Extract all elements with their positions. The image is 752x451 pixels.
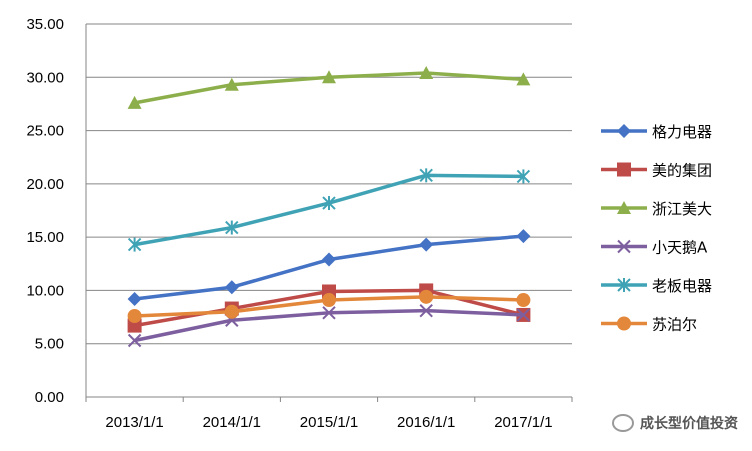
square-marker <box>127 318 142 333</box>
y-tick-label: 10.00 <box>26 282 64 299</box>
data-point <box>516 229 531 244</box>
data-point <box>322 252 336 267</box>
diamond-marker <box>322 252 336 267</box>
circle-marker <box>127 309 142 324</box>
circle-marker <box>419 289 434 304</box>
watermark-text: 成长型价值投资 <box>640 416 738 432</box>
data-point <box>322 293 336 308</box>
diamond-marker <box>617 124 631 138</box>
triangle-marker <box>127 95 142 109</box>
triangle-marker <box>322 70 336 84</box>
legend-marker <box>617 316 631 331</box>
circle-marker <box>224 304 239 319</box>
data-point <box>419 66 434 80</box>
legend-marker <box>617 278 631 292</box>
data-point <box>516 169 531 184</box>
data-point <box>322 306 336 320</box>
legend-label: 老板电器 <box>652 277 712 295</box>
x-tick-label: 2015/1/1 <box>300 414 358 431</box>
legend-label: 美的集团 <box>652 162 712 180</box>
data-point <box>419 237 434 252</box>
legend-label: 小天鹅A <box>652 239 708 257</box>
circle-marker <box>516 293 531 308</box>
data-point <box>127 309 142 324</box>
x-marker <box>127 333 142 348</box>
legend-label: 苏泊尔 <box>652 316 697 334</box>
data-point <box>225 220 239 235</box>
data-point <box>127 95 142 109</box>
triangle-marker <box>617 201 631 214</box>
data-point <box>322 70 336 84</box>
legend-label: 格力电器 <box>652 123 712 141</box>
watermark: 成长型价值投资 <box>612 413 738 433</box>
diamond-marker <box>127 291 142 306</box>
square-marker <box>617 162 631 177</box>
legend-label: 浙江美大 <box>652 200 712 218</box>
triangle-marker <box>419 66 434 80</box>
y-tick-label: 20.00 <box>26 176 64 193</box>
x-tick-label: 2014/1/1 <box>203 414 261 431</box>
data-point <box>127 333 142 348</box>
x-marker <box>419 303 433 318</box>
data-point <box>224 280 239 295</box>
x-tick-label: 2017/1/1 <box>494 414 552 431</box>
data-point <box>127 291 142 306</box>
triangle-marker <box>224 77 239 91</box>
legend-marker <box>617 239 631 254</box>
data-point <box>419 303 433 318</box>
data-point <box>322 196 336 211</box>
legend-marker <box>617 201 631 214</box>
data-point <box>516 72 531 86</box>
x-marker <box>617 239 631 254</box>
legend-marker <box>617 162 631 177</box>
diamond-marker <box>224 280 239 295</box>
y-tick-label: 5.00 <box>35 336 64 353</box>
triangle-marker <box>516 72 531 86</box>
y-tick-label: 30.00 <box>26 69 64 86</box>
data-point <box>224 304 239 319</box>
data-point <box>419 168 433 183</box>
data-point <box>419 289 434 304</box>
x-tick-label: 2013/1/1 <box>105 414 163 431</box>
x-marker <box>322 306 336 320</box>
data-point <box>516 293 531 308</box>
diamond-marker <box>419 237 434 252</box>
circle-marker <box>617 316 631 331</box>
y-tick-label: 25.00 <box>26 123 64 140</box>
wechat-icon <box>612 414 634 432</box>
legend-marker <box>617 124 631 138</box>
x-tick-label: 2016/1/1 <box>397 414 455 431</box>
data-point <box>127 318 142 333</box>
circle-marker <box>322 293 336 308</box>
y-tick-label: 15.00 <box>26 229 64 246</box>
x-marker <box>516 308 531 322</box>
data-point <box>127 237 142 252</box>
diamond-marker <box>516 229 531 244</box>
data-point <box>516 308 531 322</box>
y-tick-label: 0.00 <box>35 389 64 406</box>
data-point <box>224 77 239 91</box>
y-tick-label: 35.00 <box>26 16 64 33</box>
